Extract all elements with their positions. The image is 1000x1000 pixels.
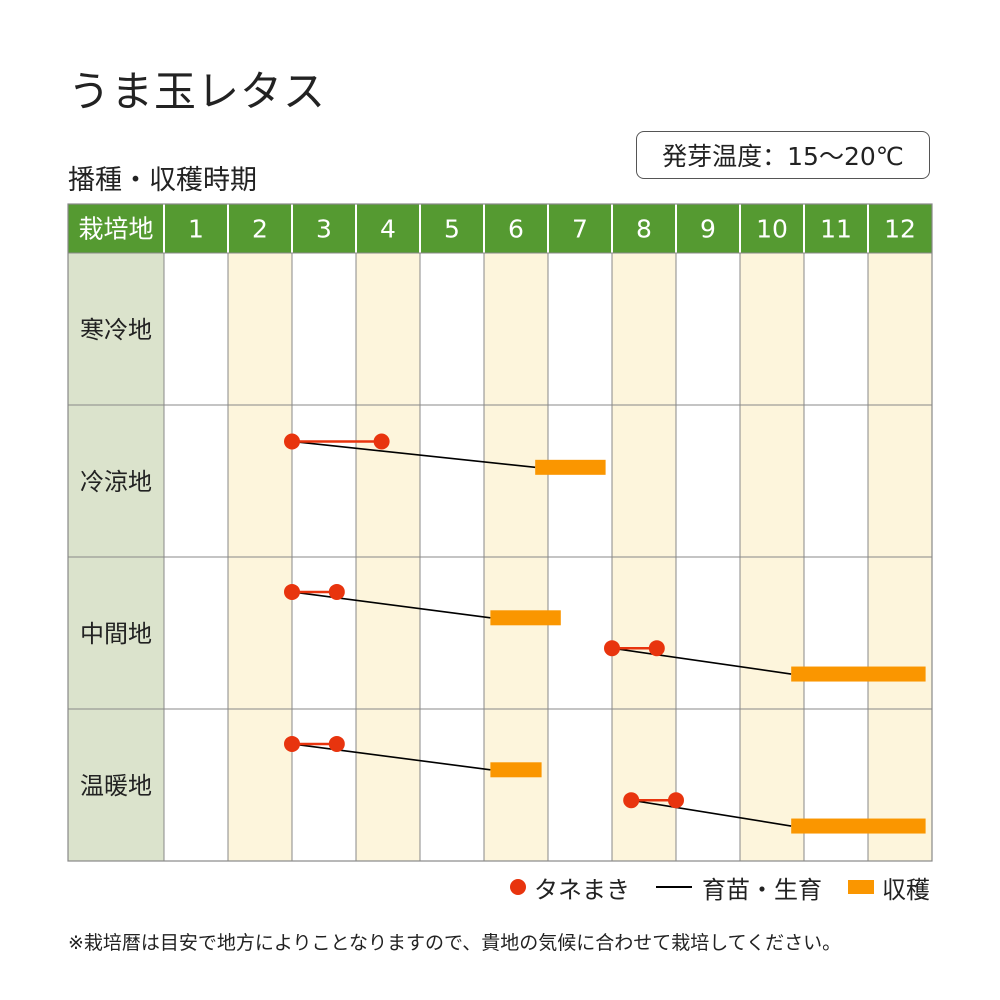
month-label: 11 <box>820 215 852 244</box>
footnote: ※栽培暦は目安で地方によりことなりますので、貴地の気候に合わせて栽培してください… <box>68 932 842 954</box>
month-label: 8 <box>636 215 652 244</box>
month-label: 1 <box>188 215 204 244</box>
sowing-start-dot <box>284 433 300 450</box>
legend-label-nursery: 育苗・生育 <box>702 875 822 904</box>
legend-item-nursery: 育苗・生育 <box>656 870 822 905</box>
page-title: うま玉レタス <box>68 67 327 116</box>
germination-temperature-badge: 発芽温度：15〜20℃ <box>636 131 930 179</box>
sowing-start-dot <box>604 640 620 657</box>
month-label: 3 <box>316 215 332 244</box>
sowing-start-dot <box>623 792 640 809</box>
harvest-bar <box>791 818 926 834</box>
sowing-end-dot <box>668 792 684 809</box>
month-label: 4 <box>380 215 396 244</box>
harvest-bar <box>490 762 542 778</box>
region-label: 冷涼地 <box>80 468 152 496</box>
table-border <box>67 203 933 862</box>
harvest-bar <box>791 666 926 682</box>
sowing-start-dot <box>284 583 300 600</box>
harvest-bar <box>535 459 606 475</box>
nursery-line <box>631 799 792 827</box>
month-label: 2 <box>252 215 268 244</box>
sowing-dot-icon <box>510 879 526 895</box>
region-label: 中間地 <box>80 620 152 648</box>
header-row <box>68 204 932 253</box>
sowing-end-dot <box>648 640 665 657</box>
nursery-line-icon <box>656 886 692 888</box>
nursery-line <box>291 591 491 619</box>
sowing-end-dot <box>328 735 345 752</box>
region-label: 温暖地 <box>80 772 152 800</box>
sowing-end-dot <box>373 433 390 450</box>
nursery-line <box>291 743 491 771</box>
month-label: 5 <box>444 215 460 244</box>
legend-label-harvest: 収穫 <box>882 875 930 904</box>
header-label: 栽培地 <box>78 215 153 244</box>
legend-label-sowing: タネまき <box>534 875 630 904</box>
month-label: 9 <box>700 215 716 244</box>
sowing-end-dot <box>328 583 345 600</box>
harvest-bar <box>490 610 561 626</box>
month-label: 7 <box>572 215 588 244</box>
region-label: 寒冷地 <box>80 316 152 344</box>
month-label: 12 <box>884 215 916 244</box>
chart-legend: タネまき 育苗・生育 収穫 <box>510 870 930 904</box>
month-label: 10 <box>756 215 788 244</box>
nursery-line <box>291 440 536 469</box>
harvest-bar-icon <box>848 880 874 894</box>
chart-subtitle: 播種・収穫時期 <box>68 165 257 196</box>
month-label: 6 <box>508 215 524 244</box>
legend-item-sowing: タネまき <box>510 870 630 905</box>
legend-item-harvest: 収穫 <box>848 870 930 905</box>
nursery-line <box>611 647 792 675</box>
sowing-start-dot <box>284 735 300 752</box>
